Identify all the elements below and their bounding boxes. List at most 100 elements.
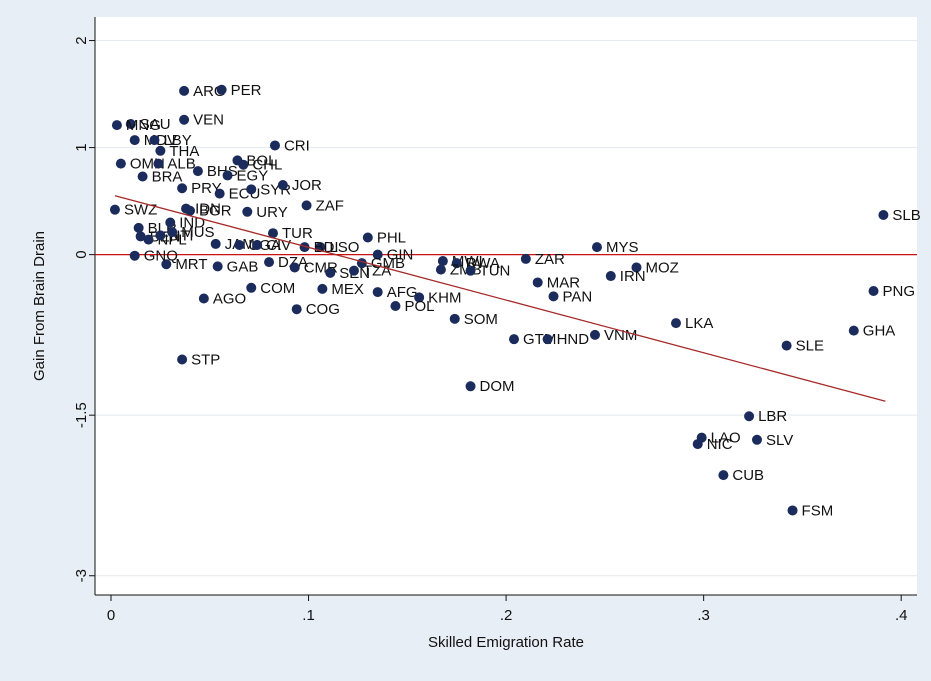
- point: [192, 166, 203, 177]
- point: [125, 119, 136, 130]
- point: [167, 227, 178, 238]
- point-label: PAN: [563, 288, 593, 305]
- point: [435, 264, 446, 275]
- point-label: SAU: [140, 116, 171, 133]
- point-label: IDN: [195, 201, 221, 218]
- point: [878, 210, 889, 221]
- point: [246, 184, 257, 195]
- point-label: SWZ: [124, 202, 157, 219]
- point: [155, 145, 166, 156]
- point: [179, 85, 190, 96]
- x-axis-title: Skilled Emigration Rate: [428, 634, 584, 651]
- point: [185, 205, 196, 216]
- y-tick-label: 2: [73, 36, 90, 44]
- point-label: LKA: [685, 315, 713, 332]
- point: [465, 265, 476, 276]
- point: [177, 354, 188, 365]
- point: [269, 140, 280, 151]
- point-label: SLE: [796, 338, 824, 355]
- point: [532, 277, 543, 288]
- point: [631, 262, 642, 273]
- point: [242, 206, 253, 217]
- point: [109, 204, 120, 215]
- point-label: COM: [260, 280, 295, 297]
- point-label: VNM: [604, 327, 637, 344]
- point-label: PHL: [377, 229, 406, 246]
- plot-area: [95, 17, 917, 595]
- point: [751, 434, 762, 445]
- point: [214, 188, 225, 199]
- point: [848, 325, 859, 336]
- point: [222, 170, 233, 181]
- point: [301, 200, 312, 211]
- point: [291, 304, 302, 315]
- point: [781, 340, 792, 351]
- point-label: AGO: [213, 290, 246, 307]
- point: [179, 114, 190, 125]
- point: [520, 253, 531, 264]
- x-tick-label: .4: [895, 607, 908, 624]
- point-label: JOR: [292, 177, 322, 194]
- point-label: CRI: [284, 137, 310, 154]
- point: [787, 505, 798, 516]
- point: [143, 234, 154, 245]
- point-label: CUB: [732, 467, 764, 484]
- point-label: ZAR: [535, 251, 565, 268]
- point-label: FSM: [802, 502, 834, 519]
- point-label: SLB: [892, 207, 920, 224]
- point: [177, 183, 188, 194]
- point: [135, 231, 146, 242]
- point: [372, 249, 383, 260]
- point-label: THA: [169, 143, 199, 160]
- point: [133, 222, 144, 233]
- point-label: POL: [404, 298, 434, 315]
- point-label: STP: [191, 351, 220, 368]
- fit-line: [114, 195, 886, 402]
- point: [605, 271, 616, 282]
- point-label: LAO: [711, 430, 741, 447]
- point: [414, 292, 425, 303]
- point: [267, 228, 278, 239]
- point-label: LSO: [329, 239, 359, 256]
- point-label: MEX: [331, 281, 364, 298]
- point-label: LBR: [758, 408, 787, 425]
- point-label: BRA: [152, 168, 183, 185]
- point: [718, 470, 729, 481]
- point: [670, 318, 681, 329]
- point-label: GHA: [863, 323, 896, 340]
- point-label: BGR: [199, 203, 232, 220]
- point: [246, 282, 257, 293]
- x-tick-label: .2: [500, 607, 513, 624]
- point-label: MOZ: [645, 259, 678, 276]
- point: [589, 329, 600, 340]
- point: [591, 242, 602, 253]
- point-label: BOL: [246, 152, 276, 169]
- point: [252, 239, 263, 250]
- point: [449, 313, 460, 324]
- point-label: GIN: [387, 247, 414, 264]
- point-label: NIC: [707, 436, 733, 453]
- point-label: PER: [231, 82, 262, 99]
- point-label: SOM: [464, 311, 498, 328]
- point-label: BDI: [314, 239, 339, 256]
- point-label: PRY: [191, 180, 222, 197]
- y-tick-label: -3: [73, 569, 90, 582]
- point-label: IRN: [620, 268, 646, 285]
- point-label: TUR: [282, 225, 313, 242]
- point-label: LBY: [163, 132, 191, 149]
- point: [451, 258, 462, 269]
- point-label: GAB: [227, 258, 259, 275]
- point-label: SLV: [766, 432, 793, 449]
- point: [210, 238, 221, 249]
- point: [216, 84, 227, 95]
- point-label: MAR: [547, 274, 581, 291]
- x-tick-label: .1: [302, 607, 315, 624]
- point-label: URY: [256, 204, 287, 221]
- point: [465, 381, 476, 392]
- point: [153, 158, 164, 169]
- point: [372, 287, 383, 298]
- point: [165, 217, 176, 228]
- y-tick-label: -1.5: [73, 402, 90, 428]
- point-label: ALB: [167, 156, 195, 173]
